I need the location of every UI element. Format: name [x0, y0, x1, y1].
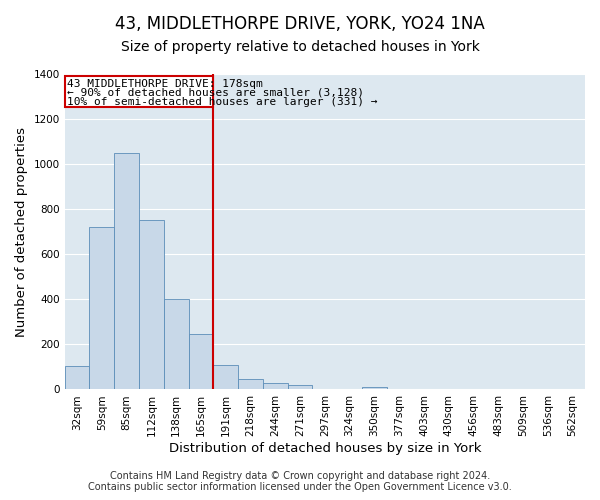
Text: Contains HM Land Registry data © Crown copyright and database right 2024.
Contai: Contains HM Land Registry data © Crown c…	[88, 471, 512, 492]
Text: 10% of semi-detached houses are larger (331) →: 10% of semi-detached houses are larger (…	[67, 98, 377, 108]
Bar	[263, 384, 287, 390]
Bar	[164, 300, 188, 390]
Bar	[362, 387, 387, 390]
Bar	[65, 366, 89, 390]
Text: 43 MIDDLETHORPE DRIVE: 178sqm: 43 MIDDLETHORPE DRIVE: 178sqm	[67, 78, 263, 88]
Text: Size of property relative to detached houses in York: Size of property relative to detached ho…	[121, 40, 479, 54]
Bar	[188, 334, 214, 390]
Y-axis label: Number of detached properties: Number of detached properties	[15, 126, 28, 336]
Bar	[214, 364, 238, 390]
Text: ← 90% of detached houses are smaller (3,128): ← 90% of detached houses are smaller (3,…	[67, 88, 364, 98]
Bar	[65, 76, 214, 106]
Bar	[139, 220, 164, 390]
X-axis label: Distribution of detached houses by size in York: Distribution of detached houses by size …	[169, 442, 481, 455]
Bar	[89, 227, 114, 390]
Bar	[287, 385, 313, 390]
Text: 43, MIDDLETHORPE DRIVE, YORK, YO24 1NA: 43, MIDDLETHORPE DRIVE, YORK, YO24 1NA	[115, 15, 485, 33]
Bar	[238, 378, 263, 390]
Bar	[114, 153, 139, 390]
